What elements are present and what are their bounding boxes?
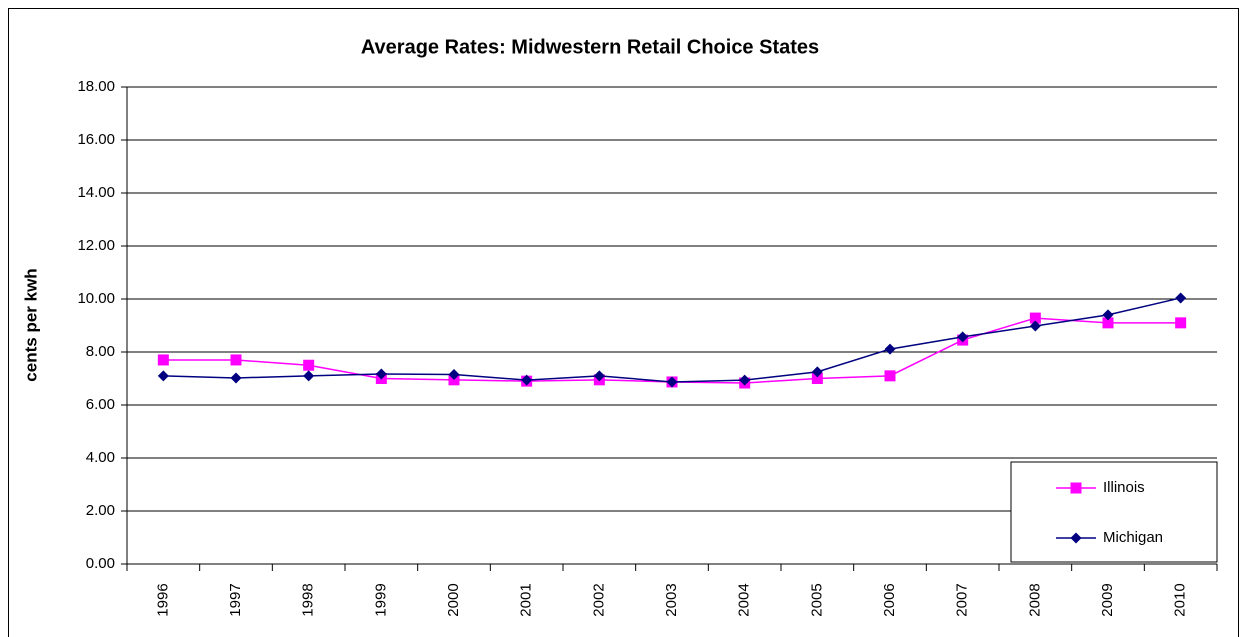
x-tick-label: 1997 <box>227 583 244 616</box>
y-tick-label: 4.00 <box>86 449 115 466</box>
x-tick-label: 1999 <box>372 583 389 616</box>
marker <box>1070 532 1082 544</box>
marker <box>957 331 969 343</box>
y-axis-label: cents per kwh <box>21 268 40 381</box>
marker <box>666 376 678 388</box>
legend-label: Michigan <box>1103 529 1163 546</box>
x-tick-label: 2001 <box>518 583 535 616</box>
marker <box>303 359 315 371</box>
y-tick-label: 0.00 <box>86 555 115 572</box>
marker <box>1175 317 1187 329</box>
y-tick-label: 14.00 <box>77 184 115 201</box>
marker <box>157 370 169 382</box>
marker <box>448 369 460 381</box>
marker <box>739 374 751 386</box>
marker <box>375 368 387 380</box>
x-tick-label: 2010 <box>1172 583 1189 616</box>
marker <box>230 354 242 366</box>
legend-label: Illinois <box>1103 479 1145 496</box>
y-tick-label: 6.00 <box>86 396 115 413</box>
x-tick-label: 2004 <box>736 583 753 616</box>
x-tick-label: 2006 <box>881 583 898 616</box>
marker <box>1029 312 1041 324</box>
x-tick-label: 2008 <box>1026 583 1043 616</box>
marker <box>157 354 169 366</box>
marker <box>1102 309 1114 321</box>
chart-border <box>8 8 1239 637</box>
marker <box>303 370 315 382</box>
marker <box>811 373 823 384</box>
y-tick-label: 8.00 <box>86 343 115 360</box>
marker <box>884 370 896 382</box>
x-tick-label: 1996 <box>154 583 171 616</box>
marker <box>884 343 896 355</box>
x-tick-label: 2009 <box>1099 583 1116 616</box>
marker <box>1175 292 1187 304</box>
marker <box>593 370 605 382</box>
y-tick-label: 12.00 <box>77 237 115 254</box>
marker <box>1070 482 1082 494</box>
x-tick-label: 2005 <box>808 583 825 616</box>
marker <box>1102 317 1114 329</box>
marker <box>811 366 823 378</box>
series-line <box>163 297 1181 383</box>
y-tick-label: 10.00 <box>77 290 115 307</box>
y-tick-label: 16.00 <box>77 131 115 148</box>
x-tick-label: 2007 <box>954 583 971 616</box>
marker <box>1029 320 1041 332</box>
legend-box <box>1010 461 1218 563</box>
marker <box>521 374 533 386</box>
marker <box>230 372 242 384</box>
chart-title: Average Rates: Midwestern Retail Choice … <box>361 36 819 58</box>
x-tick-label: 2002 <box>590 583 607 616</box>
x-tick-label: 1998 <box>300 583 317 616</box>
y-tick-label: 2.00 <box>86 502 115 519</box>
x-tick-label: 2003 <box>663 583 680 616</box>
x-tick-label: 2000 <box>445 583 462 616</box>
y-tick-label: 18.00 <box>77 78 115 95</box>
